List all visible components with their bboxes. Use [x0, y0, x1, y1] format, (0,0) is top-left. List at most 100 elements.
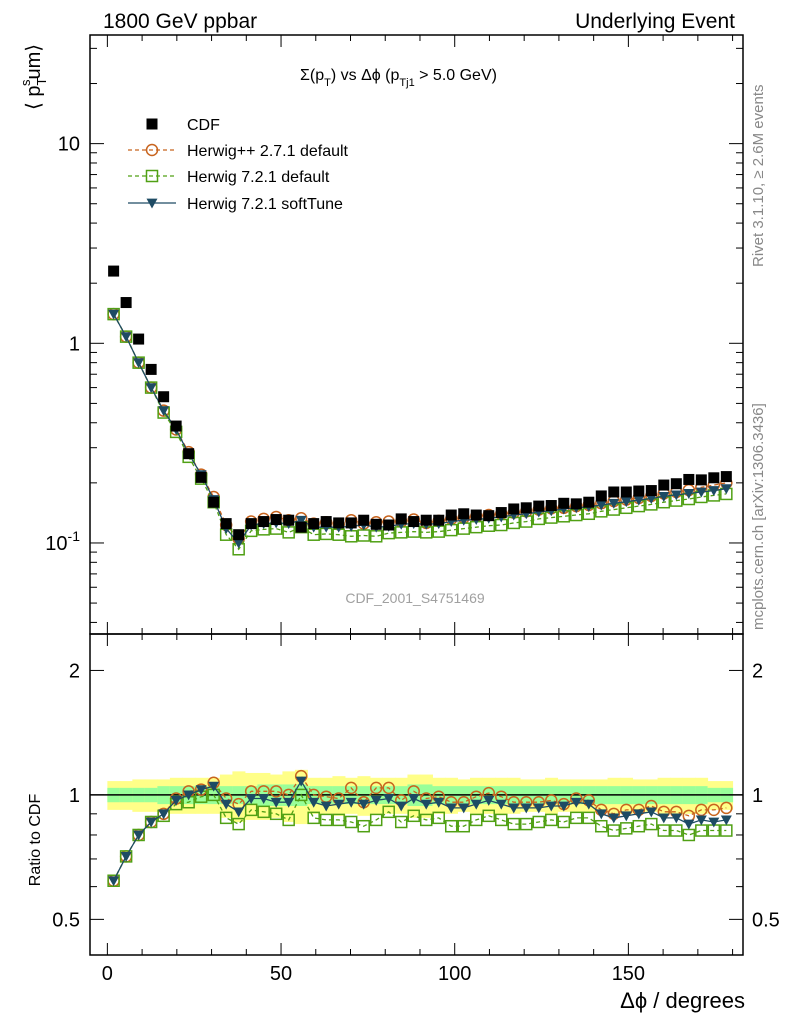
ratio-point-herwig-7-2-1-softtune — [695, 815, 707, 826]
ratio-point-herwig-7-2-1-softtune — [233, 807, 245, 818]
ratio-point-herwig-7-2-1-default — [219, 811, 233, 825]
ratio-point-herwig-7-2-1-default — [545, 813, 558, 827]
mcplots-label: mcplots.cern.ch [arXiv:1306.3436] — [750, 403, 767, 630]
ratio-point-herwig-7-2-1-softtune — [108, 876, 120, 887]
ratio-point-herwig-7-2-1-softtune — [283, 797, 295, 808]
ratio-axes: 0 50 100 150 0.5 0.5 1 1 2 2 — [52, 633, 780, 985]
data-point-herwig-7-2-1-softtune — [620, 497, 632, 508]
header-right: Underlying Event — [575, 10, 735, 33]
ratio-point-herwig-7-2-1-softtune — [408, 794, 420, 805]
legend-label-herwig-7-2-1-default: Herwig 7.2.1 default — [187, 169, 330, 186]
ratio-point-herwig-7-2-1-default — [282, 813, 295, 827]
data-point-herwig-7-2-1-softtune — [670, 490, 682, 501]
ratio-point-herwig-2-7-1-default — [382, 781, 395, 795]
ratio-point-herwig-7-2-1-softtune — [608, 813, 620, 824]
ratio-point-herwig-2-7-1-default — [695, 803, 708, 817]
data-point-cdf — [158, 391, 170, 403]
series-line-herwig-7-2-1-default — [113, 313, 727, 551]
ratio-point-herwig-7-2-1-softtune — [520, 803, 532, 814]
data-point-cdf — [695, 474, 707, 486]
data-point-cdf — [495, 507, 507, 519]
ratio-point-herwig-7-2-1-default — [419, 813, 433, 827]
data-point-cdf — [233, 529, 245, 541]
ratio-point-herwig-7-2-1-softtune — [583, 799, 595, 810]
legend: CDF Herwig++ 2.7.1 default Herwig 7.2.1 de… — [128, 117, 349, 213]
data-point-cdf — [458, 508, 470, 520]
data-point-cdf — [633, 485, 645, 497]
ratio-point-herwig-7-2-1-default — [294, 788, 308, 802]
data-point-cdf — [445, 509, 457, 521]
data-point-cdf — [120, 297, 132, 309]
x-tick-label: 100 — [438, 963, 471, 985]
ratio-point-herwig-2-7-1-default — [369, 781, 383, 795]
ratio-point-herwig-7-2-1-softtune — [183, 790, 195, 801]
ratio-point-herwig-7-2-1-softtune — [508, 803, 520, 814]
ratio-point-herwig-7-2-1-softtune — [158, 809, 170, 820]
data-point-cdf — [345, 517, 357, 529]
data-point-cdf — [283, 514, 295, 526]
data-point-cdf — [545, 500, 557, 512]
ratio-point-herwig-7-2-1-softtune — [545, 801, 557, 812]
ratio-point-herwig-7-2-1-softtune — [270, 797, 282, 808]
data-point-cdf — [408, 516, 420, 528]
y-tick-label: 0.5 — [52, 909, 80, 931]
header-left: 1800 GeV ppbar — [103, 10, 257, 33]
ratio-point-herwig-7-2-1-softtune — [558, 801, 570, 812]
data-point-cdf — [208, 496, 220, 508]
main-series-layer — [107, 265, 733, 556]
ratio-point-herwig-7-2-1-softtune — [683, 819, 695, 830]
ratio-point-herwig-7-2-1-softtune — [133, 830, 145, 841]
ratio-point-herwig-7-2-1-default — [620, 822, 633, 835]
ratio-point-herwig-7-2-1-softtune — [308, 797, 320, 808]
ratio-ylabel: Ratio to CDF — [27, 794, 44, 887]
data-point-cdf — [570, 498, 582, 510]
ratio-point-herwig-7-2-1-default — [670, 824, 683, 837]
data-point-cdf — [358, 514, 370, 526]
ratio-point-herwig-7-2-1-default — [645, 817, 658, 831]
ratio-point-herwig-7-2-1-softtune — [620, 811, 632, 822]
data-point-cdf — [395, 513, 407, 525]
ratio-point-herwig-7-2-1-softtune — [595, 809, 607, 820]
data-point-herwig-7-2-1-softtune — [708, 486, 720, 497]
ratio-point-herwig-7-2-1-default — [495, 813, 508, 827]
data-point-cdf — [620, 486, 632, 498]
legend-marker-cdf — [146, 118, 158, 130]
ratio-point-herwig-7-2-1-softtune — [633, 809, 645, 820]
legend-label-herwig-2-7-1-default: Herwig++ 2.7.1 default — [187, 143, 349, 160]
data-point-cdf — [295, 521, 307, 533]
data-point-cdf — [583, 496, 595, 508]
data-point-cdf — [195, 471, 207, 483]
x-tick-label: 0 — [102, 963, 113, 985]
ratio-point-herwig-7-2-1-default — [244, 803, 258, 817]
ratio-point-herwig-7-2-1-default — [507, 817, 521, 831]
legend-label-herwig-7-2-1-softtune: Herwig 7.2.1 softTune — [187, 196, 343, 213]
ratio-point-herwig-2-7-1-default — [269, 785, 283, 798]
y-tick-label-right: 1 — [752, 785, 763, 807]
y-tick-label: 2 — [69, 660, 80, 682]
data-point-cdf — [245, 518, 257, 530]
series-line-herwig-7-2-1-softtune — [113, 313, 727, 545]
x-tick-label: 150 — [612, 963, 645, 985]
ratio-point-herwig-7-2-1-softtune — [145, 817, 157, 828]
ratio-point-herwig-7-2-1-default — [444, 819, 458, 833]
ratio-point-herwig-7-2-1-default — [432, 811, 445, 825]
ratio-point-herwig-7-2-1-default — [557, 815, 571, 829]
data-point-cdf — [470, 509, 482, 521]
data-point-cdf — [483, 510, 495, 522]
data-point-cdf — [433, 514, 445, 526]
ratio-point-herwig-7-2-1-default — [632, 819, 646, 833]
ratio-point-herwig-7-2-1-default — [257, 805, 270, 819]
series-line-herwig-2-7-1-default — [113, 313, 727, 540]
data-point-herwig-7-2-1-softtune — [608, 498, 620, 509]
ratio-point-herwig-7-2-1-default — [657, 824, 671, 837]
ratio-point-herwig-7-2-1-softtune — [433, 797, 445, 808]
data-point-herwig-7-2-1-softtune — [645, 494, 657, 504]
ratio-point-herwig-2-7-1-default — [344, 781, 358, 795]
data-point-cdf — [370, 518, 382, 530]
data-point-cdf — [420, 514, 432, 526]
ratio-point-herwig-7-2-1-softtune — [208, 781, 220, 792]
data-point-cdf — [520, 502, 532, 514]
ratio-point-herwig-7-2-1-default — [532, 815, 546, 829]
ratio-point-herwig-7-2-1-default — [482, 809, 495, 823]
